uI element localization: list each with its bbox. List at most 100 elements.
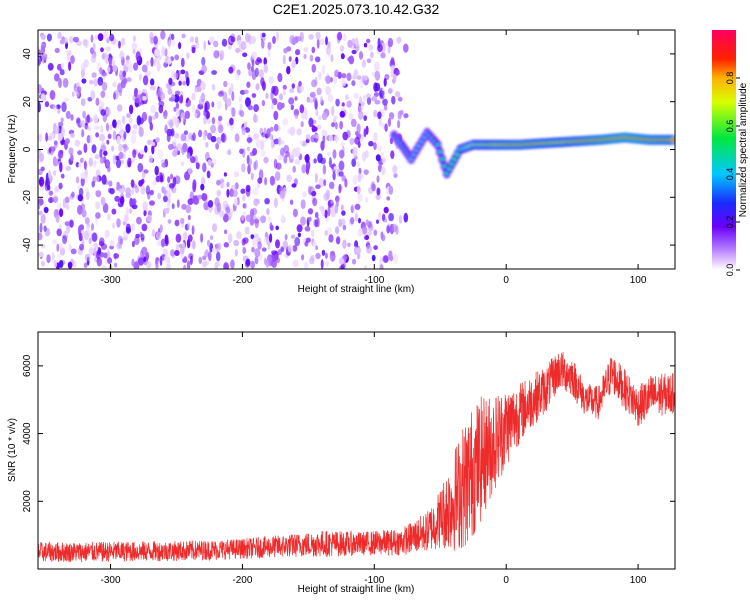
noise-blob <box>187 221 191 230</box>
noise-blob <box>357 172 362 183</box>
noise-blob <box>285 151 290 158</box>
noise-blob <box>52 170 57 176</box>
noise-blob <box>373 92 380 97</box>
noise-blob <box>216 101 222 110</box>
noise-blob <box>168 143 174 151</box>
noise-blob <box>300 111 306 120</box>
noise-blob <box>56 228 62 237</box>
noise-blob <box>101 243 107 251</box>
noise-blob <box>174 146 179 154</box>
noise-blob <box>354 136 360 145</box>
noise-blob <box>348 55 355 65</box>
noise-blob <box>118 151 124 160</box>
noise-blob <box>141 111 148 122</box>
noise-blob <box>130 186 135 196</box>
noise-blob <box>149 200 155 206</box>
noise-blob <box>95 201 101 210</box>
noise-blob <box>57 133 63 141</box>
noise-blob <box>236 231 242 240</box>
noise-blob <box>220 182 226 188</box>
noise-blob <box>315 56 321 63</box>
noise-blob <box>323 179 327 187</box>
noise-blob <box>275 239 280 249</box>
noise-blob <box>338 257 345 265</box>
noise-blob <box>273 123 279 132</box>
noise-blob <box>223 80 228 88</box>
noise-blob <box>312 97 318 103</box>
noise-blob <box>356 185 361 195</box>
snr-xtick-label: -300 <box>101 575 121 586</box>
noise-blob <box>318 115 322 120</box>
noise-blob <box>77 86 82 93</box>
noise-blob <box>136 216 142 225</box>
noise-blob <box>375 193 381 200</box>
noise-blob <box>103 156 107 164</box>
noise-blob <box>40 93 46 102</box>
noise-blob <box>158 100 165 108</box>
noise-blob <box>103 52 109 62</box>
noise-blob <box>301 254 305 261</box>
noise-blob <box>328 234 334 243</box>
noise-blob <box>46 33 52 42</box>
noise-blob <box>311 190 317 197</box>
noise-blob <box>191 46 196 54</box>
colorbar-tick-label: 0.4 <box>725 168 735 181</box>
noise-blob <box>281 102 285 109</box>
noise-blob <box>251 237 258 247</box>
noise-blob <box>292 165 297 173</box>
noise-blob <box>192 240 196 250</box>
noise-blob <box>250 36 256 44</box>
noise-blob <box>354 37 359 47</box>
noise-blob <box>142 75 149 86</box>
noise-blob <box>102 202 109 214</box>
noise-blob <box>119 238 123 245</box>
noise-blob <box>366 96 372 105</box>
noise-blob <box>160 174 164 183</box>
snr-xtick-label: -200 <box>232 575 252 586</box>
noise-blob <box>212 247 215 253</box>
noise-blob <box>216 189 222 197</box>
noise-blob <box>315 245 318 251</box>
noise-blob <box>335 236 341 245</box>
noise-blob <box>88 157 94 167</box>
noise-blob <box>83 262 88 269</box>
noise-blob <box>277 72 283 83</box>
noise-blob <box>131 198 137 206</box>
noise-blob <box>321 129 328 139</box>
noise-blob <box>377 145 382 152</box>
noise-blob <box>364 197 369 203</box>
noise-blob <box>304 110 308 121</box>
noise-blob <box>39 152 45 162</box>
noise-blob <box>85 191 90 200</box>
noise-blob <box>112 154 117 165</box>
signal-core <box>442 164 447 168</box>
noise-blob <box>271 85 276 94</box>
noise-blob <box>261 32 266 38</box>
noise-blob <box>357 193 363 202</box>
noise-blob <box>255 83 260 91</box>
noise-blob <box>332 149 337 159</box>
noise-blob <box>225 206 231 214</box>
noise-blob <box>39 222 43 233</box>
noise-blob <box>373 245 378 251</box>
noise-blob <box>377 111 382 120</box>
noise-blob <box>211 70 218 75</box>
noise-blob <box>247 164 251 175</box>
noise-blob <box>315 31 321 40</box>
noise-blob <box>109 188 115 195</box>
noise-blob <box>194 87 198 94</box>
noise-blob <box>170 128 175 137</box>
noise-blob <box>258 169 264 180</box>
noise-blob <box>294 159 301 165</box>
noise-blob <box>150 78 155 86</box>
noise-blob <box>291 83 295 89</box>
noise-blob <box>81 62 86 72</box>
figure-title: C2E1.2025.073.10.42.G32 <box>273 1 440 17</box>
noise-blob <box>201 56 206 66</box>
noise-blob <box>202 162 207 173</box>
noise-blob <box>342 131 349 141</box>
noise-blob <box>361 59 366 68</box>
noise-blob <box>206 170 211 179</box>
noise-blob <box>324 230 329 236</box>
